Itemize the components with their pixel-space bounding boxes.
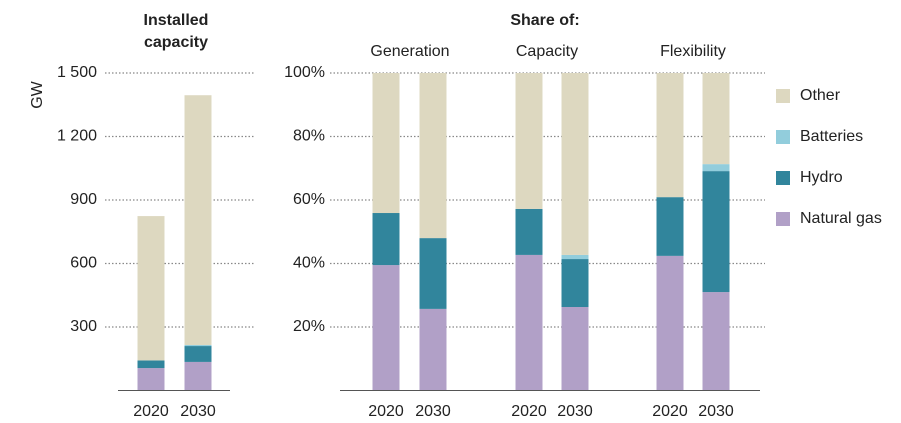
group-label: Generation [370, 43, 449, 60]
bar-segment [419, 238, 447, 309]
legend-label: Natural gas [800, 210, 882, 227]
y-tick-label: 20% [293, 318, 325, 335]
bar-segment [515, 73, 543, 209]
bar-segment [702, 73, 730, 165]
bar-segment [561, 73, 589, 255]
chart-title: Share of: [510, 12, 580, 29]
group-label: Capacity [516, 43, 578, 60]
legend-swatch [776, 212, 790, 226]
legend-label: Hydro [800, 169, 843, 186]
x-tick-label: 2030 [557, 403, 593, 420]
bar-segment [137, 360, 165, 369]
y-tick-label: 100% [284, 64, 325, 81]
x-tick-label: 2020 [368, 403, 404, 420]
x-tick-label: 2030 [415, 403, 451, 420]
bar-segment [656, 73, 684, 198]
bar-segment [372, 73, 400, 214]
y-tick-label: 60% [293, 191, 325, 208]
x-tick-label: 2030 [698, 403, 734, 420]
x-tick-label: 2030 [180, 403, 216, 420]
bar-segment [372, 213, 400, 266]
bar-segment [515, 254, 543, 391]
y-tick-label: 1 200 [57, 128, 97, 145]
bar-segment [702, 164, 730, 172]
y-tick-label: 900 [70, 191, 97, 208]
legend-label: Other [800, 87, 841, 104]
bar-segment [656, 197, 684, 256]
bar-segment [184, 361, 212, 391]
x-tick-label: 2020 [511, 403, 547, 420]
bar-segment [419, 73, 447, 239]
bar-segment [419, 308, 447, 391]
chart-title: Installed capacity [143, 12, 209, 51]
bar-segment [702, 171, 730, 293]
y-tick-label: 40% [293, 255, 325, 272]
group-label: Flexibility [660, 43, 726, 60]
bar-segment [184, 346, 212, 362]
y-tick-label: 600 [70, 255, 97, 272]
bar-segment [561, 259, 589, 307]
bar-segment [561, 254, 589, 260]
y-tick-label: 80% [293, 128, 325, 145]
bar-segment [372, 265, 400, 391]
legend-swatch [776, 130, 790, 144]
y-tick-label: 300 [70, 318, 97, 335]
legend-swatch [776, 89, 790, 103]
bar-segment [137, 368, 165, 391]
legend-swatch [776, 171, 790, 185]
bar-segment [515, 208, 543, 255]
bar-segment [184, 95, 212, 345]
bar-segment [137, 216, 165, 361]
bar-segment [561, 306, 589, 391]
x-tick-label: 2020 [133, 403, 169, 420]
y-tick-label: 1 500 [57, 64, 97, 81]
bar-segment [184, 344, 212, 347]
legend-label: Batteries [800, 128, 863, 145]
bar-segment [702, 292, 730, 391]
y-axis-label: GW [29, 80, 46, 108]
x-tick-label: 2020 [652, 403, 688, 420]
bar-segment [656, 255, 684, 391]
